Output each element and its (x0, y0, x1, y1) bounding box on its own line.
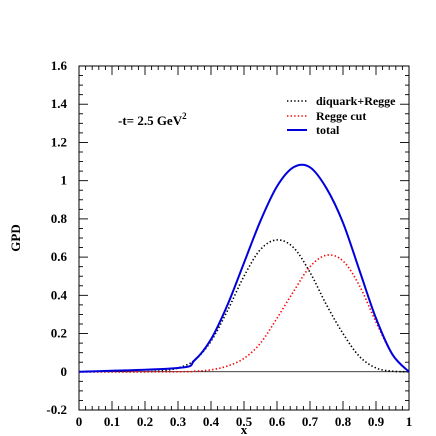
x-tick-label: 0.9 (368, 414, 385, 429)
y-tick-label: 1 (61, 173, 68, 188)
y-tick-label: 1.4 (51, 96, 68, 111)
series-total (78, 163, 410, 373)
y-tick-label: 0.8 (51, 211, 68, 226)
x-tick-label: 0.3 (170, 414, 187, 429)
legend-item-regge-cut: Regge cut (316, 109, 366, 123)
y-tick-label: 0.4 (51, 287, 68, 302)
kinematics-annotation-superscript: 2 (182, 111, 187, 121)
x-tick-label: 0.8 (335, 414, 352, 429)
series-curves (78, 163, 410, 373)
y-tick-label: 0.2 (51, 326, 67, 341)
series-regge-cut (78, 254, 410, 373)
y-tick-labels: -0.2 0 0.2 0.4 0.6 0.8 1 1.2 1.4 1.6 (46, 58, 67, 417)
x-tick-label: 0.2 (137, 414, 153, 429)
y-tick-label: 1.6 (51, 58, 68, 73)
x-tick-label: 0.6 (269, 414, 286, 429)
y-tick-label: 0 (61, 364, 68, 379)
y-tick-label: -0.2 (46, 402, 67, 417)
y-tick-label: 1.2 (51, 134, 67, 149)
x-axis-label: x (241, 422, 248, 436)
kinematics-annotation: -t= 2.5 GeV2 (118, 111, 187, 128)
legend-item-diquark-regge: diquark+Regge (316, 94, 396, 108)
x-tick-label: 0 (76, 414, 83, 429)
series-diquark-regge (79, 239, 410, 373)
kinematics-annotation-text: -t= 2.5 GeV (118, 113, 183, 128)
legend-item-total: total (316, 123, 340, 137)
x-tick-label: 0.5 (236, 414, 253, 429)
y-tick-label: 0.6 (51, 249, 68, 264)
x-tick-label: 0.4 (203, 414, 220, 429)
x-tick-label: 1 (406, 414, 413, 429)
x-tick-labels: 0 0.1 0.2 0.3 0.4 0.5 0.6 0.7 0.8 0.9 1 (76, 414, 413, 429)
x-tick-label: 0.7 (302, 414, 319, 429)
y-axis-label: GPD (8, 224, 23, 251)
x-tick-label: 0.1 (104, 414, 120, 429)
axis-ticks (78, 65, 410, 411)
